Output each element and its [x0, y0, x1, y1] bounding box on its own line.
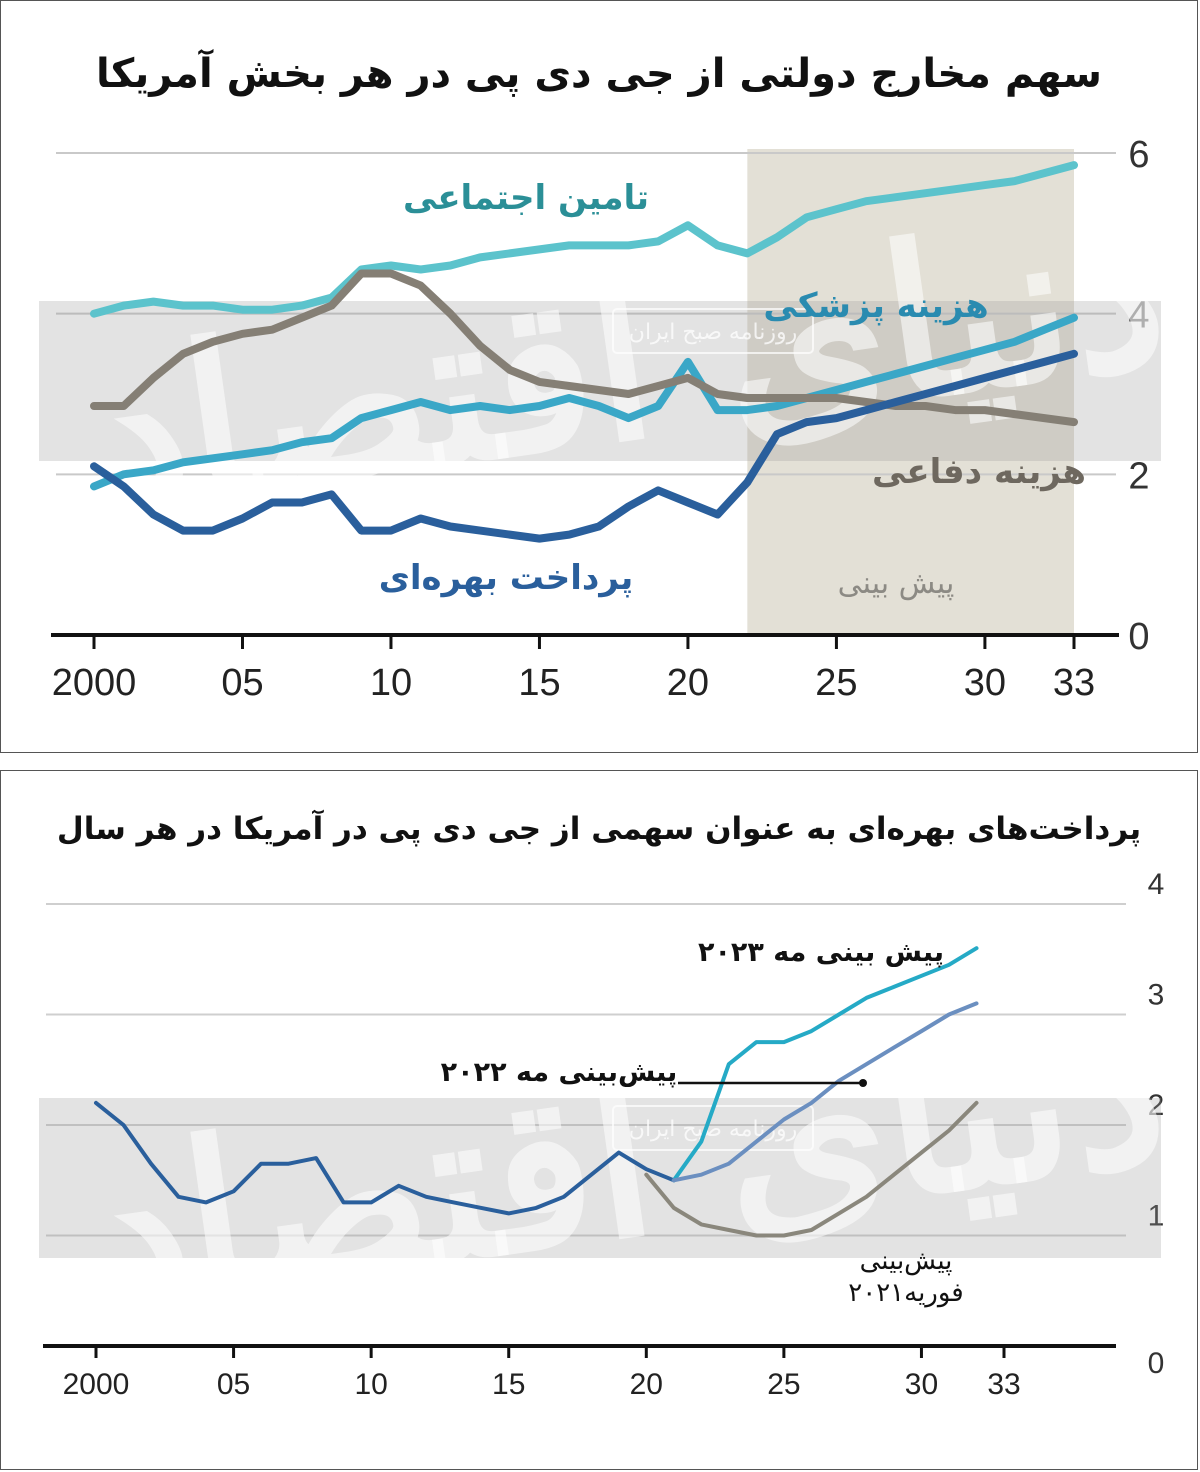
series-label: تامین اجتماعی [403, 178, 649, 218]
y-tick-label: 0 [1148, 1347, 1165, 1380]
x-tick-label: 10 [370, 662, 412, 704]
y-tick-label: 4 [1128, 295, 1149, 337]
y-tick-label: 2 [1148, 1089, 1165, 1122]
annotation: پیش‌بینی مه ۲۰۲۲ [441, 1057, 678, 1088]
x-tick-label: 10 [354, 1368, 387, 1401]
annotation: پیش‌بینی [860, 1246, 953, 1276]
series-label: هزینه پزشکی [763, 286, 988, 326]
y-tick-label: 4 [1148, 868, 1165, 901]
watermark-stamp-text: روزنامه صبح ایران [629, 320, 797, 345]
x-tick-label: 30 [964, 662, 1006, 704]
watermark-stamp [612, 308, 814, 354]
x-tick-label: 05 [221, 662, 263, 704]
x-tick-label: 15 [492, 1368, 525, 1401]
annotation: پیش بینی مه ۲۰۲۳ [698, 937, 944, 968]
x-tick-label: 20 [630, 1368, 663, 1401]
y-tick-label: 1 [1148, 1200, 1165, 1233]
series-label: هزینه دفاعی [872, 452, 1086, 492]
y-tick-label: 3 [1148, 979, 1165, 1012]
y-tick-label: 0 [1128, 616, 1149, 658]
watermark-band [39, 1098, 1161, 1258]
annotation-marker [859, 1079, 867, 1087]
x-tick-label: 2000 [63, 1368, 130, 1401]
series-line [644, 1100, 979, 1238]
annotation: فوریه۲۰۲۱ [848, 1278, 963, 1308]
x-tick-label: 33 [1053, 662, 1095, 704]
y-tick-label: 6 [1128, 134, 1149, 176]
y-tick-label: 2 [1128, 455, 1149, 497]
chart-title: پرداخت‌های بهره‌ای به عنوان سهمی از جی د… [56, 811, 1142, 847]
x-tick-label: 25 [767, 1368, 800, 1401]
forecast-label: پیش بینی [838, 566, 955, 601]
x-tick-label: 33 [987, 1368, 1020, 1401]
x-tick-label: 20 [667, 662, 709, 704]
chart-panel-top: سهم مخارج دولتی از جی دی پی در هر بخش آم… [0, 0, 1198, 753]
series-line [671, 1001, 979, 1183]
series-line [671, 946, 979, 1183]
forecast-region [747, 149, 1074, 635]
series-line [94, 1100, 676, 1216]
chart-title: سهم مخارج دولتی از جی دی پی در هر بخش آم… [96, 51, 1102, 97]
series-line [90, 349, 1078, 543]
x-tick-label: 05 [217, 1368, 250, 1401]
series-line [90, 313, 1078, 491]
series-label: پرداخت بهره‌ای [379, 558, 634, 598]
chart-panel-bottom: پرداخت‌های بهره‌ای به عنوان سهمی از جی د… [0, 770, 1198, 1470]
series-line [90, 161, 1078, 318]
x-tick-label: 2000 [52, 662, 137, 704]
x-tick-label: 25 [815, 662, 857, 704]
x-tick-label: 30 [905, 1368, 938, 1401]
watermark-text: دنیای اقتصاد [77, 963, 1179, 1358]
series-line [90, 269, 1078, 427]
x-tick-label: 15 [518, 662, 560, 704]
